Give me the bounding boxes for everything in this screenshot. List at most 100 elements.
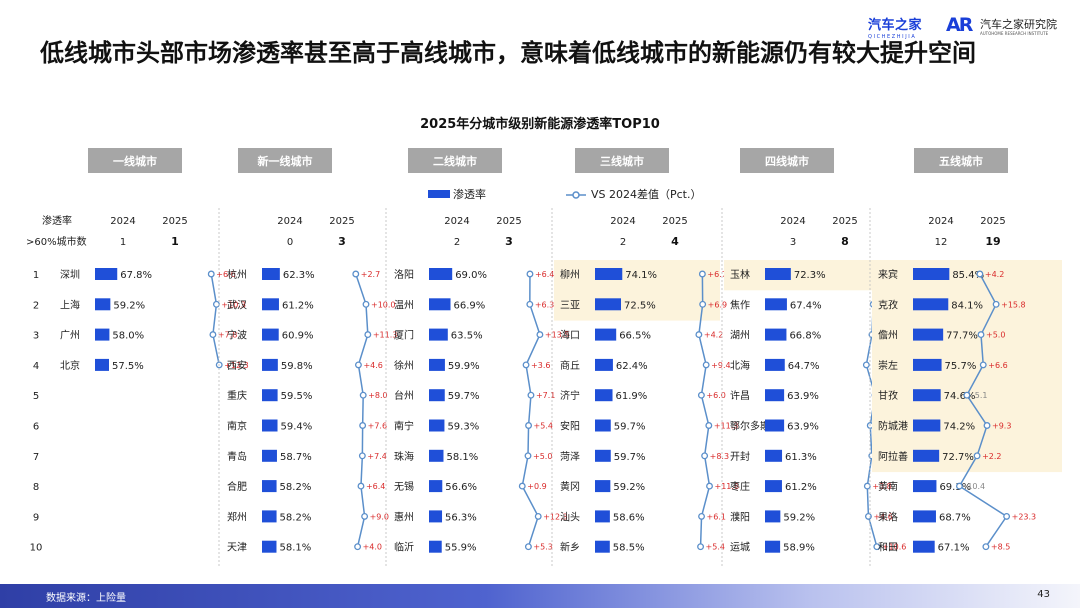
row-header-count: >60%城市数 [26, 235, 87, 248]
penetration-bar [429, 268, 453, 280]
city-label: 广州 [60, 330, 80, 342]
penetration-bar [262, 298, 279, 311]
city-label: 临沂 [394, 541, 414, 554]
tier-label-box [575, 148, 669, 173]
penetration-bar [262, 358, 278, 371]
penetration-value: 69.0% [455, 270, 487, 281]
penetration-value: 59.4% [281, 422, 313, 433]
delta-point [983, 422, 991, 429]
year-header-2024: 2024 [610, 216, 635, 227]
delta-label: +10.6 [882, 543, 907, 552]
delta-label: +4.6 [873, 512, 892, 521]
delta-point [524, 543, 532, 551]
penetration-value: 59.7% [448, 391, 480, 402]
delta-point [873, 543, 881, 551]
penetration-bar [262, 389, 278, 402]
city-label: 儋州 [878, 329, 898, 342]
delta-label: +4.2 [704, 331, 723, 340]
delta-label: +6.6 [988, 361, 1007, 370]
delta-label: +5.3 [533, 543, 552, 552]
penetration-bar [429, 389, 445, 402]
city-label: 许昌 [730, 390, 750, 402]
delta-point [359, 422, 367, 429]
count-2024: 0 [287, 237, 293, 248]
penetration-value: 58.1% [446, 452, 478, 463]
delta-point [1003, 512, 1011, 520]
year-header-2024: 2024 [928, 216, 953, 227]
delta-line [355, 273, 369, 547]
penetration-value: 67.1% [938, 543, 970, 554]
delta-point [536, 331, 544, 339]
delta-point [364, 331, 372, 339]
delta-label: +0.9 [527, 482, 546, 491]
penetration-value: 59.7% [614, 422, 646, 433]
delta-label: +11.3 [373, 331, 398, 340]
rank-label: 5 [33, 391, 39, 402]
city-label: 洛阳 [394, 268, 414, 281]
city-label: 北海 [730, 359, 750, 372]
delta-point [361, 512, 369, 520]
penetration-bar [765, 480, 782, 493]
city-label: 开封 [730, 450, 750, 463]
count-2024: 3 [790, 237, 796, 248]
penetration-bar [765, 298, 787, 311]
city-label: 和田 [878, 542, 898, 554]
city-label: 玉林 [730, 268, 750, 281]
penetration-chart: 2025年分城市级别新能源渗透率TOP10 渗透率 VS 2024差值（Pct.） 渗… [26, 116, 1062, 566]
penetration-bar [765, 389, 785, 402]
penetration-bar [595, 449, 611, 462]
city-label: 宁波 [227, 329, 247, 342]
penetration-bar [913, 389, 941, 402]
delta-point [863, 482, 871, 490]
delta-label: +7.4 [367, 452, 386, 461]
year-header-2024: 2024 [110, 216, 135, 227]
count-2025: 4 [671, 235, 679, 248]
delta-point [212, 300, 220, 308]
penetration-bar [913, 419, 941, 432]
penetration-bar [765, 358, 785, 371]
penetration-bar [913, 298, 949, 311]
row-header-rate: 渗透率 [42, 214, 72, 227]
delta-point [524, 452, 532, 460]
city-label: 安阳 [560, 420, 580, 433]
penetration-bar [95, 358, 109, 371]
count-2025: 8 [841, 235, 849, 248]
delta-point [534, 512, 542, 520]
penetration-bar [429, 480, 443, 493]
tier-label-box [914, 148, 1008, 173]
penetration-value: 59.8% [281, 361, 313, 372]
penetration-value: 72.7% [942, 452, 974, 463]
delta-point [982, 543, 990, 551]
penetration-value: 66.8% [789, 331, 821, 342]
penetration-bar [595, 268, 623, 280]
penetration-bar [595, 298, 621, 311]
delta-point [702, 361, 710, 369]
year-header-2024: 2024 [277, 216, 302, 227]
delta-point [706, 482, 713, 490]
delta-label: +9.3 [992, 422, 1011, 431]
tier-label: 一线城市 [113, 154, 157, 168]
city-label: 商丘 [560, 359, 580, 372]
rank-label: 8 [33, 482, 39, 493]
city-label: 湖州 [730, 330, 750, 342]
penetration-bar [913, 480, 937, 493]
delta-point [352, 270, 360, 278]
penetration-value: 58.2% [280, 512, 312, 523]
highlight-band [724, 260, 872, 291]
logo-group: 汽车之家 Q I C H E Z H I J I A AR 汽车之家研究院 AU… [868, 10, 1074, 42]
city-label: 台州 [394, 389, 414, 402]
delta-label: +8.0 [368, 391, 387, 400]
delta-point [699, 300, 707, 308]
penetration-value: 74.1% [625, 270, 657, 281]
penetration-bar [429, 328, 448, 341]
delta-point [695, 331, 703, 339]
delta-label: +5.0 [533, 452, 552, 461]
city-label: 崇左 [878, 359, 898, 372]
penetration-bar [765, 510, 781, 523]
year-header-2025: 2025 [980, 216, 1005, 227]
page-number: 43 [1037, 589, 1050, 600]
city-label: 黄冈 [560, 480, 580, 493]
penetration-value: 72.5% [624, 300, 656, 311]
penetration-value: 58.1% [279, 543, 311, 554]
penetration-bar [262, 419, 278, 432]
